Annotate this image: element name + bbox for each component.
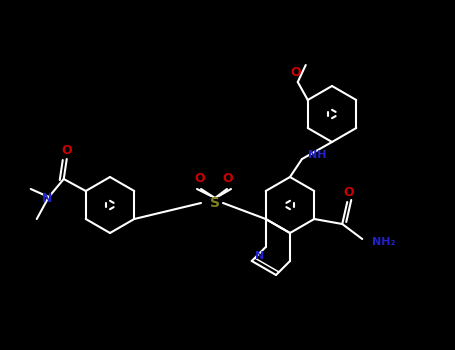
Text: N: N xyxy=(255,251,264,261)
Text: NH₂: NH₂ xyxy=(372,237,396,247)
Text: NH: NH xyxy=(308,150,327,160)
Text: O: O xyxy=(61,145,72,158)
Text: O: O xyxy=(222,173,233,186)
Text: S: S xyxy=(210,196,220,210)
Text: O: O xyxy=(343,187,354,199)
Text: N: N xyxy=(41,193,52,205)
Text: O: O xyxy=(290,66,301,79)
Text: O: O xyxy=(195,173,205,186)
